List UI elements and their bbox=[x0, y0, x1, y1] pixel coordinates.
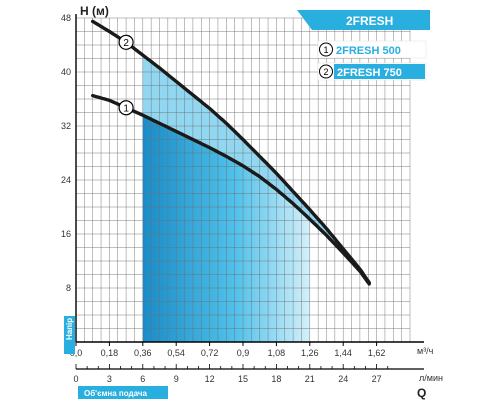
series-marker-number-2: 2 bbox=[123, 38, 129, 49]
x-primary-unit: м³/ч bbox=[417, 346, 434, 356]
y-tick-labels: 8 16 24 32 40 48 bbox=[61, 13, 71, 293]
x-label-badge bbox=[78, 386, 168, 399]
legend-label-1: 2FRESH 500 bbox=[336, 45, 401, 57]
x-secondary-tick-label: 12 bbox=[205, 374, 215, 384]
x-label: Об'ємна подача bbox=[84, 389, 147, 398]
operating-range-fill bbox=[142, 55, 370, 342]
x-primary-tick-label: 0,18 bbox=[101, 348, 119, 358]
x-primary-tick-label: 1,08 bbox=[268, 348, 286, 358]
x-secondary-tick-label: 18 bbox=[271, 374, 281, 384]
legend-label-2-badge bbox=[334, 64, 425, 79]
y-tick-label: 40 bbox=[61, 67, 71, 77]
legend-marker-2 bbox=[319, 64, 333, 79]
legend-label-2: 2FRESH 750 bbox=[337, 67, 402, 79]
x-primary-tick-label: 0,36 bbox=[134, 348, 152, 358]
x-primary-tick-label: 0,9 bbox=[237, 348, 250, 358]
legend-marker-2-number: 2 bbox=[323, 67, 328, 77]
x-primary-tick-labels: 0,0 0,18 0,36 0,54 0,72 0,9 1,08 1,26 1,44 1,62 bbox=[70, 342, 386, 358]
y-tick-label: 16 bbox=[61, 229, 71, 239]
x-secondary-tick-label: 9 bbox=[174, 374, 179, 384]
x-primary-tick-label: 1,62 bbox=[368, 348, 386, 358]
y-axis-title: H (м) bbox=[80, 4, 109, 18]
series-marker-number-1: 1 bbox=[123, 103, 129, 114]
title-badge-text: 2FRESH bbox=[346, 14, 393, 28]
x-secondary-tick-label: 27 bbox=[372, 374, 382, 384]
x-primary-tick-label: 0,54 bbox=[167, 348, 185, 358]
series-line-2 bbox=[91, 19, 371, 285]
x-primary-tick-label: 0,72 bbox=[201, 348, 219, 358]
x-secondary-tick-label: 0 bbox=[73, 374, 78, 384]
x-secondary-tick-label: 21 bbox=[305, 374, 315, 384]
x-secondary-tick-label: 3 bbox=[107, 374, 112, 384]
x-primary-tick-label: 1,26 bbox=[301, 348, 319, 358]
y-side-label: Напір bbox=[65, 318, 74, 340]
x-secondary-tick-labels: 0 3 6 9 12 15 18 21 24 27 bbox=[73, 364, 389, 384]
axes bbox=[75, 14, 424, 370]
legend-row-1 bbox=[317, 40, 427, 59]
series-curves: 12 bbox=[91, 19, 371, 286]
x-secondary-unit: л/мин bbox=[419, 373, 443, 383]
series-line-1 bbox=[91, 93, 371, 286]
y-tick-label: 8 bbox=[66, 283, 71, 293]
legend: 1 2FRESH 500 2 2FRESH 750 bbox=[317, 40, 427, 81]
x-secondary-tick-label: 24 bbox=[338, 374, 348, 384]
title-badge bbox=[297, 10, 430, 30]
series-marker-1 bbox=[118, 100, 134, 116]
legend-marker-1-number: 1 bbox=[323, 45, 328, 55]
y-tick-label: 32 bbox=[61, 121, 71, 131]
x-secondary-tick-label: 15 bbox=[238, 374, 248, 384]
y-tick-label: 24 bbox=[61, 175, 71, 185]
y-side-label-badge bbox=[64, 316, 75, 354]
x-primary-tick-label: 0,0 bbox=[70, 348, 83, 358]
x-secondary-tick-label: 6 bbox=[140, 374, 145, 384]
x-axis-q-label: Q bbox=[417, 386, 426, 400]
x-primary-tick-label: 1,44 bbox=[334, 348, 352, 358]
legend-marker-1 bbox=[319, 42, 333, 57]
y-tick-label: 48 bbox=[61, 13, 71, 23]
series-marker-2 bbox=[118, 34, 134, 50]
